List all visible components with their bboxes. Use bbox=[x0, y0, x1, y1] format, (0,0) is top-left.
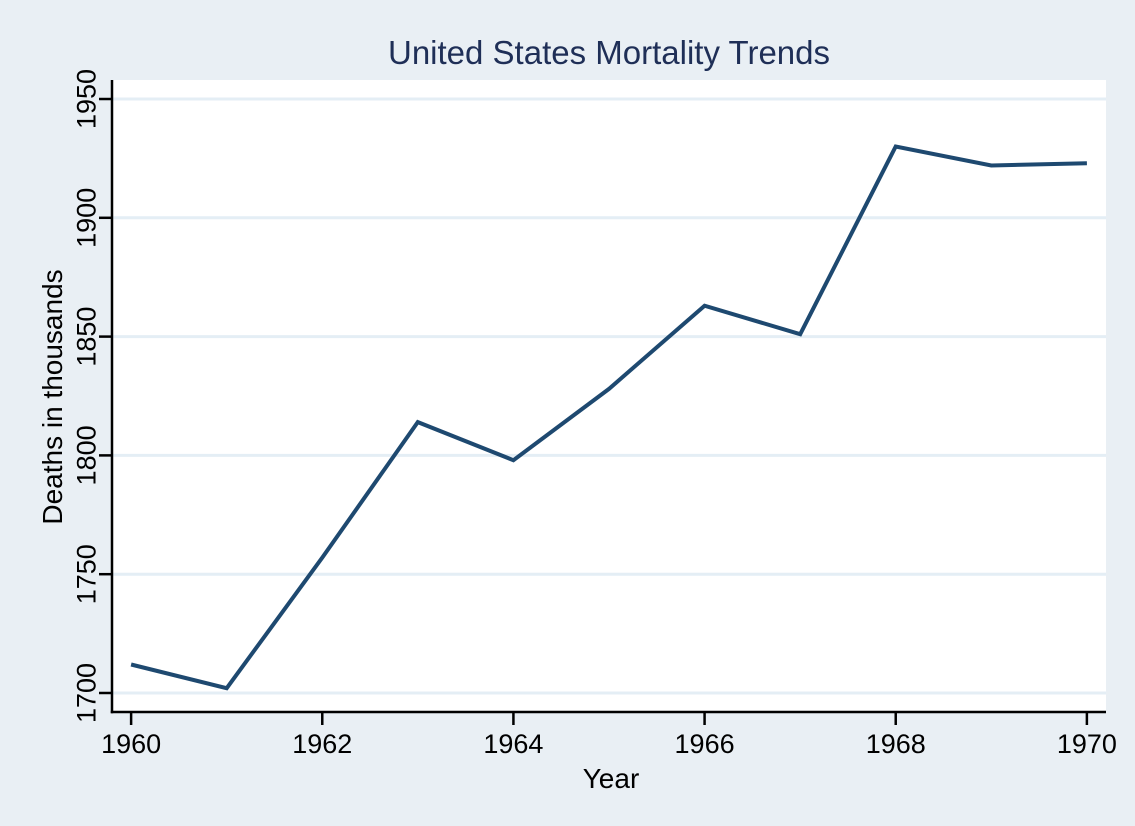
y-tick-label: 1950 bbox=[71, 69, 101, 129]
plot-area bbox=[112, 80, 1106, 712]
x-axis-title: Year bbox=[583, 763, 640, 794]
x-tick-label: 1960 bbox=[101, 729, 161, 759]
y-tick-label: 1800 bbox=[71, 425, 101, 485]
axis-ticks: 1700 1750 1800 1850 1900 1950 1960 1962 1964 1966… bbox=[71, 69, 1116, 759]
gridlines bbox=[112, 97, 1106, 695]
x-tick-label: 1962 bbox=[292, 729, 352, 759]
y-tick-label: 1700 bbox=[71, 663, 101, 723]
y-tick-label: 1750 bbox=[71, 544, 101, 604]
x-tick-label: 1966 bbox=[675, 729, 735, 759]
axes bbox=[110, 80, 1106, 714]
x-tick-label: 1968 bbox=[866, 729, 926, 759]
y-tick-label: 1900 bbox=[71, 188, 101, 248]
chart-title: United States Mortality Trends bbox=[388, 34, 830, 71]
y-tick-label: 1850 bbox=[71, 307, 101, 367]
y-axis-title: Deaths in thousands bbox=[37, 269, 68, 524]
deaths-series-line bbox=[130, 144, 1087, 691]
x-tick-label: 1970 bbox=[1057, 729, 1117, 759]
series bbox=[130, 144, 1087, 691]
x-tick-label: 1964 bbox=[483, 729, 543, 759]
